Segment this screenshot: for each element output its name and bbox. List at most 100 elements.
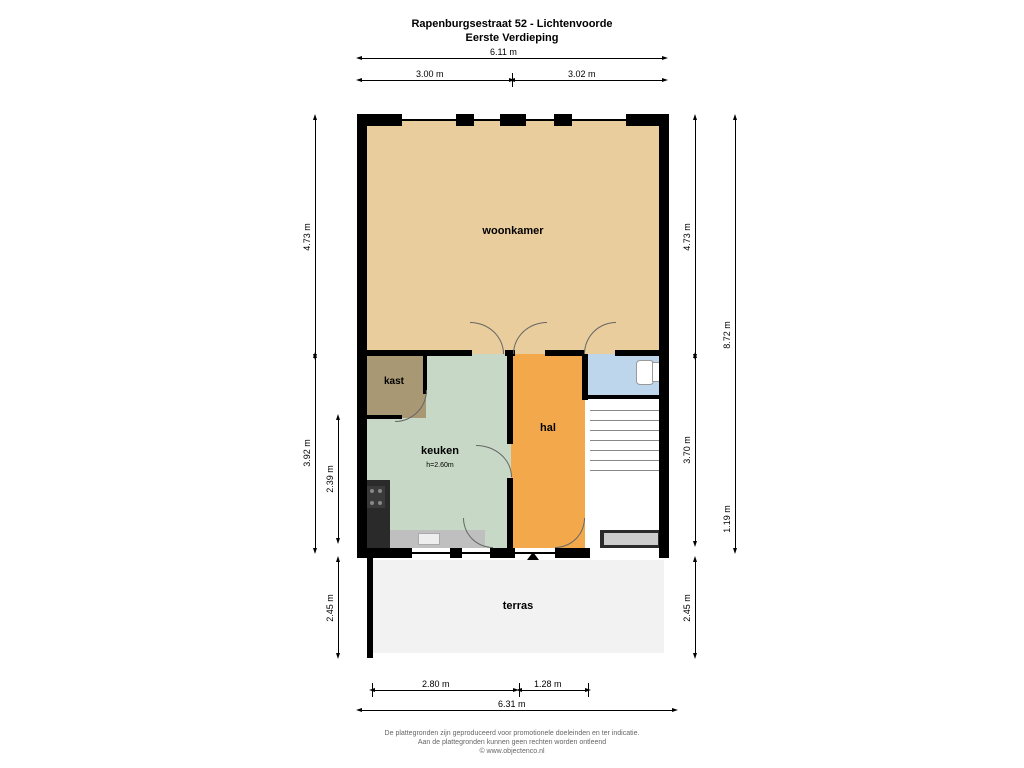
wall bbox=[450, 548, 462, 558]
stair-tread bbox=[590, 460, 660, 461]
arrow-icon bbox=[662, 56, 668, 60]
dim-left-terras: 2.45 m bbox=[325, 594, 335, 622]
stair-tread bbox=[590, 470, 660, 471]
dim-right-upper: 4.73 m bbox=[682, 223, 692, 251]
wall bbox=[555, 548, 590, 558]
window bbox=[515, 552, 555, 554]
dim-top-outer: 6.11 m bbox=[490, 47, 517, 57]
wall bbox=[582, 395, 664, 399]
label-kast: kast bbox=[362, 376, 426, 388]
stair-tread bbox=[590, 410, 660, 411]
dim-left-mid: 3.92 m bbox=[302, 439, 312, 467]
arrow-icon bbox=[693, 352, 697, 358]
window bbox=[526, 119, 554, 121]
dim-line bbox=[362, 80, 509, 81]
dim-line bbox=[338, 420, 339, 538]
entry-block-light bbox=[604, 533, 658, 545]
footer: De plattegronden zijn geproduceerd voor … bbox=[0, 729, 1024, 756]
dim-right-small: 1.19 m bbox=[722, 505, 732, 533]
arrow-icon bbox=[693, 556, 697, 562]
window bbox=[462, 552, 490, 554]
wall bbox=[490, 548, 515, 558]
sink-icon bbox=[418, 533, 440, 545]
arrow-icon bbox=[313, 548, 317, 554]
arrow-icon bbox=[336, 414, 340, 420]
keuken-sub: h=2.60m bbox=[426, 462, 453, 469]
footer-line2: Aan de plattegronden kunnen geen rechten… bbox=[418, 739, 606, 746]
dim-bottom-outer: 6.31 m bbox=[498, 699, 526, 709]
arrow-icon bbox=[693, 541, 697, 547]
dim-line bbox=[735, 120, 736, 548]
label-keuken: keuken h=2.60m bbox=[395, 445, 485, 471]
stair-tread bbox=[590, 450, 660, 451]
arrow-icon bbox=[336, 538, 340, 544]
window bbox=[412, 552, 450, 554]
terras-left-wall bbox=[367, 558, 373, 658]
title-line1: Rapenburgsestraat 52 - Lichtenvoorde bbox=[0, 18, 1024, 30]
wall bbox=[423, 354, 427, 394]
title-line2: Eerste Verdieping bbox=[0, 32, 1024, 44]
window bbox=[402, 119, 456, 121]
dim-line bbox=[315, 358, 316, 548]
wall bbox=[357, 548, 412, 558]
wall bbox=[554, 114, 572, 126]
wall bbox=[615, 350, 664, 356]
arrow-icon bbox=[356, 708, 362, 712]
arrow-icon bbox=[662, 78, 668, 82]
dim-tick bbox=[372, 683, 373, 697]
dim-line bbox=[375, 690, 513, 691]
arrow-icon bbox=[336, 653, 340, 659]
arrow-icon bbox=[313, 352, 317, 358]
dim-right-mid: 3.70 m bbox=[682, 436, 692, 464]
dim-left-lower: 2.39 m bbox=[325, 465, 335, 493]
floorplan-canvas: Rapenburgsestraat 52 - Lichtenvoorde Eer… bbox=[0, 0, 1024, 768]
window bbox=[474, 119, 500, 121]
wall bbox=[659, 548, 669, 558]
dim-line bbox=[695, 358, 696, 541]
dim-bottom-b: 1.28 m bbox=[534, 679, 562, 689]
wall bbox=[545, 350, 585, 356]
dim-line bbox=[315, 120, 316, 354]
label-terras: terras bbox=[372, 600, 664, 613]
wall bbox=[500, 114, 526, 126]
hob-icon bbox=[367, 486, 385, 508]
dim-tick bbox=[588, 683, 589, 697]
arrow-icon bbox=[672, 708, 678, 712]
dim-line bbox=[735, 488, 736, 548]
dim-line bbox=[695, 562, 696, 653]
arrow-icon bbox=[356, 56, 362, 60]
stair-tread bbox=[590, 430, 660, 431]
dim-tick bbox=[519, 683, 520, 697]
arrow-icon bbox=[693, 114, 697, 120]
label-hal: hal bbox=[511, 422, 585, 435]
stair-tread bbox=[590, 440, 660, 441]
dim-line bbox=[338, 562, 339, 653]
wall bbox=[507, 478, 513, 548]
dim-bottom-a: 2.80 m bbox=[422, 679, 450, 689]
wall bbox=[582, 354, 588, 400]
wall bbox=[456, 114, 474, 126]
arrow-icon bbox=[733, 114, 737, 120]
dim-left-upper: 4.73 m bbox=[302, 223, 312, 251]
wall bbox=[507, 354, 513, 444]
footer-line3: © www.objectenco.nl bbox=[479, 748, 544, 755]
arrow-icon bbox=[356, 78, 362, 82]
dim-line bbox=[362, 710, 672, 711]
wall bbox=[362, 350, 472, 356]
label-woonkamer: woonkamer bbox=[362, 225, 664, 238]
dim-right-outer: 8.72 m bbox=[722, 321, 732, 349]
window bbox=[572, 119, 626, 121]
room-stairs bbox=[585, 399, 664, 548]
footer-line1: De plattegronden zijn geproduceerd voor … bbox=[385, 730, 640, 737]
arrow-icon bbox=[313, 114, 317, 120]
arrow-icon bbox=[733, 548, 737, 554]
keuken-text: keuken bbox=[421, 445, 459, 457]
dim-top-left: 3.00 m bbox=[416, 69, 444, 79]
dim-tick bbox=[512, 73, 513, 87]
dim-line bbox=[695, 120, 696, 354]
stair-tread bbox=[590, 420, 660, 421]
arrow-icon bbox=[693, 653, 697, 659]
dim-line bbox=[522, 690, 585, 691]
wall bbox=[357, 114, 367, 558]
dim-right-terras: 2.45 m bbox=[682, 594, 692, 622]
